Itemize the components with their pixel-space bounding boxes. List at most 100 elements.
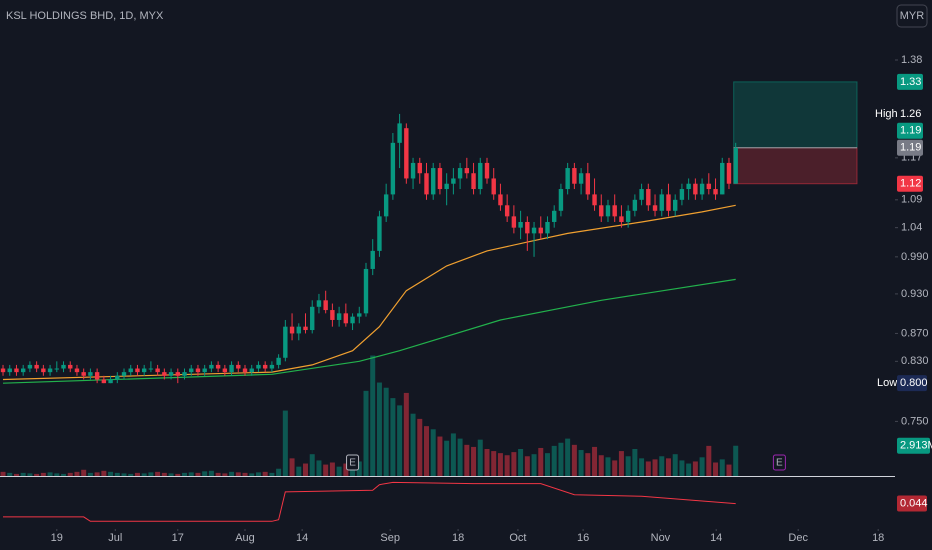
volume-bar — [585, 453, 591, 476]
x-tick-label: 16 — [577, 532, 589, 544]
volume-bar — [235, 472, 241, 476]
candle-body — [404, 128, 409, 179]
candle-body — [706, 183, 712, 190]
candle-body — [565, 168, 570, 190]
volume-bar — [733, 445, 739, 476]
candle-body — [27, 364, 33, 369]
volume-bar — [350, 465, 356, 476]
volume-bar — [262, 471, 268, 476]
volume-bar — [289, 458, 295, 476]
currency-button[interactable] — [896, 4, 928, 28]
candle-body — [693, 183, 698, 195]
candle-body — [484, 162, 490, 179]
candle-body — [585, 173, 591, 195]
candle-body — [652, 205, 658, 211]
volume-bar — [464, 444, 470, 476]
low-badge-bg — [897, 375, 927, 392]
volume-bar — [155, 471, 161, 476]
y-tick-label: 1.09 — [901, 194, 922, 206]
earnings-label: E — [776, 458, 783, 469]
candle-body — [242, 368, 248, 373]
volume-bar — [370, 355, 376, 476]
currency[interactable]: MYR — [900, 10, 925, 22]
low-label: Low — [877, 377, 897, 389]
volume-bar — [437, 436, 443, 476]
volume-bar — [61, 473, 67, 476]
candle-body — [531, 227, 537, 234]
candle-body — [679, 189, 685, 200]
candle-body — [195, 368, 201, 373]
candle-body — [437, 168, 443, 190]
x-tick-label: Nov — [651, 532, 671, 544]
candle-body — [162, 372, 167, 376]
x-tick-label: Sep — [380, 532, 400, 544]
x-tick-label: Aug — [235, 532, 255, 544]
volume-bar — [713, 462, 719, 476]
candle-body — [504, 205, 510, 217]
candle-body — [20, 368, 26, 373]
candle-body — [471, 173, 476, 190]
volume-bar — [27, 473, 33, 476]
candle-body — [202, 368, 207, 373]
candle-body — [0, 368, 6, 373]
volume-bar — [423, 426, 429, 476]
candle-body — [269, 364, 275, 369]
candle-body — [47, 368, 53, 373]
indicator-badge-bg — [897, 495, 927, 512]
volume-bar — [269, 472, 275, 476]
x-tick-label: 17 — [172, 532, 184, 544]
volume-bar — [430, 429, 436, 476]
candle-body — [81, 372, 86, 376]
volume-bar — [397, 405, 403, 476]
candle-body — [262, 364, 268, 369]
earnings-label: E — [349, 458, 356, 469]
volume-bar — [67, 472, 73, 476]
candle-body — [330, 310, 335, 320]
candle-body — [215, 364, 221, 369]
volume-bar — [148, 472, 154, 476]
indicator-line — [3, 481, 736, 522]
indicator-badge: 0.044 — [900, 497, 928, 509]
x-tick-label: Jul — [108, 532, 122, 544]
y-tick-label: 0.870 — [901, 327, 929, 339]
candle-body — [289, 326, 295, 334]
volume-bar — [202, 471, 208, 476]
candle-body — [94, 372, 100, 380]
volume-bar — [7, 472, 13, 476]
candle-body — [619, 216, 624, 222]
candle-body — [713, 189, 718, 195]
volume-bar — [309, 454, 315, 476]
y-tick-label: 1.04 — [901, 222, 922, 234]
volume-bar — [47, 472, 53, 476]
volume-bar — [551, 445, 557, 476]
volume-bar — [303, 463, 309, 476]
volume-bar — [128, 473, 134, 476]
volume-bar — [208, 470, 214, 476]
candle-body — [699, 183, 705, 195]
high-badge-bg — [897, 105, 923, 122]
x-tick-label: Oct — [509, 532, 526, 544]
x-tick-label: 14 — [710, 532, 722, 544]
volume-bar — [242, 472, 248, 476]
candle-body — [7, 368, 12, 373]
candle-body — [155, 368, 160, 373]
candle-body — [14, 368, 19, 373]
volume-bar — [188, 472, 194, 476]
candle-body — [397, 123, 402, 143]
candle-body — [128, 368, 133, 373]
volume-bar — [692, 461, 698, 476]
volume-bar — [94, 472, 100, 476]
candle-body — [632, 199, 638, 211]
candle-body — [323, 300, 328, 311]
volume-bar — [618, 451, 624, 476]
last-price-badge-bg — [897, 122, 923, 139]
volume-bar — [222, 473, 228, 476]
volume-bar — [108, 471, 114, 476]
volume-bar — [450, 433, 456, 476]
candle-body — [343, 313, 349, 324]
volume-bar — [410, 413, 416, 476]
candle-body — [222, 368, 228, 373]
candle-body — [236, 364, 241, 369]
volume-bar — [13, 473, 19, 476]
